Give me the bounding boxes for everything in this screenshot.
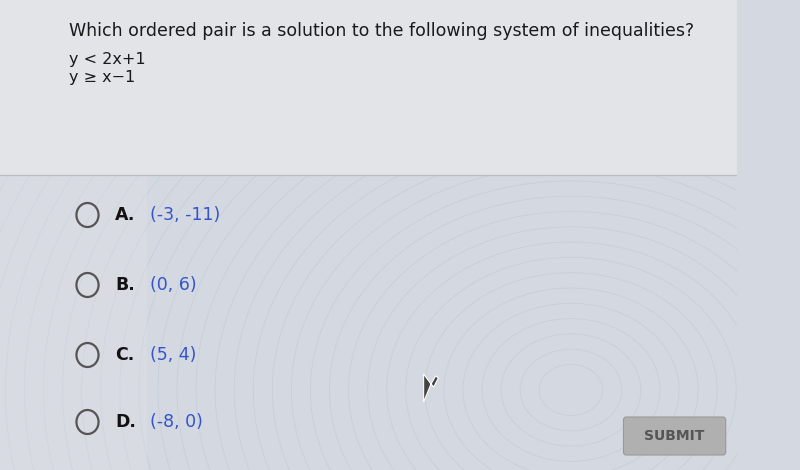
Text: D.: D. <box>115 413 136 431</box>
Polygon shape <box>424 374 438 402</box>
Text: y ≥ x−1: y ≥ x−1 <box>69 70 135 85</box>
Text: SUBMIT: SUBMIT <box>644 429 705 443</box>
Text: (0, 6): (0, 6) <box>150 276 197 294</box>
Text: (5, 4): (5, 4) <box>150 346 197 364</box>
Text: C.: C. <box>115 346 134 364</box>
Text: A.: A. <box>115 206 135 224</box>
Text: B.: B. <box>115 276 135 294</box>
Text: y < 2x+1: y < 2x+1 <box>69 52 146 67</box>
Text: (-8, 0): (-8, 0) <box>150 413 203 431</box>
Bar <box>0 0 737 175</box>
Text: Which ordered pair is a solution to the following system of inequalities?: Which ordered pair is a solution to the … <box>69 22 694 40</box>
FancyBboxPatch shape <box>623 417 726 455</box>
Text: (-3, -11): (-3, -11) <box>150 206 220 224</box>
Bar <box>0 0 147 470</box>
